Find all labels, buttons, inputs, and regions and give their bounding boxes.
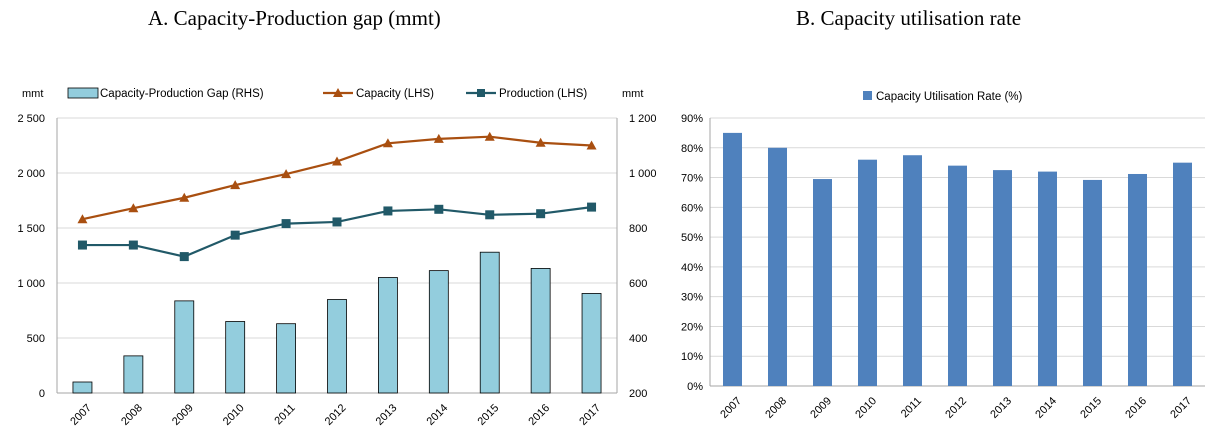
gap-bar bbox=[327, 299, 347, 394]
capacity-point bbox=[332, 156, 342, 166]
production-point bbox=[230, 230, 240, 240]
production-point bbox=[332, 217, 342, 227]
production-point bbox=[434, 204, 444, 214]
legend-label-gap: Capacity-Production Gap (RHS) bbox=[100, 88, 264, 100]
gap-bar bbox=[428, 270, 449, 394]
utilisation-bar bbox=[1083, 179, 1102, 386]
x-tick-label: 2015 bbox=[1078, 395, 1104, 421]
utilisation-bar bbox=[1038, 171, 1057, 386]
utilisation-bar bbox=[948, 165, 967, 386]
production-point bbox=[281, 219, 291, 229]
capacity-point bbox=[179, 192, 190, 202]
y-tick-label: 10% bbox=[681, 351, 703, 363]
y-right-tick-label: 200 bbox=[629, 388, 647, 400]
y-right-tick-label: 1 000 bbox=[629, 168, 657, 180]
panel-b-title: B. Capacity utilisation rate bbox=[796, 6, 1022, 30]
y-tick-label: 20% bbox=[681, 321, 703, 333]
utilisation-bar bbox=[723, 132, 742, 386]
capacity-point bbox=[281, 169, 292, 179]
x-tick-label: 2010 bbox=[853, 395, 879, 421]
y-left-tick-label: 500 bbox=[27, 333, 45, 345]
gap-bar bbox=[276, 323, 296, 394]
legend-swatch-gap bbox=[67, 87, 99, 99]
legend-marker-production bbox=[477, 89, 485, 97]
y-left-tick-label: 2 500 bbox=[17, 113, 45, 125]
y-left-tick-label: 0 bbox=[39, 388, 45, 400]
capacity-point bbox=[433, 133, 444, 143]
utilisation-bar bbox=[813, 179, 832, 386]
y-left-tick-label: 1 000 bbox=[17, 278, 45, 290]
x-tick-label: 2009 bbox=[808, 395, 834, 421]
gap-bar bbox=[225, 321, 246, 394]
gap-bar bbox=[530, 268, 551, 394]
y-right-tick-label: 600 bbox=[629, 278, 647, 290]
production-point bbox=[485, 210, 495, 220]
capacity-point bbox=[535, 137, 546, 147]
y-tick-label: 0% bbox=[687, 381, 703, 393]
legend-swatch-utilisation bbox=[863, 91, 872, 100]
y-tick-label: 90% bbox=[681, 113, 703, 125]
capacity-point bbox=[484, 131, 495, 141]
y-tick-label: 60% bbox=[681, 202, 703, 214]
y-left-axis-label: mmt bbox=[22, 88, 43, 100]
production-point bbox=[179, 252, 189, 262]
capacity-point bbox=[382, 138, 393, 148]
x-tick-label: 2014 bbox=[1033, 395, 1059, 421]
gap-bar bbox=[479, 251, 500, 394]
x-tick-label: 2011 bbox=[899, 395, 924, 420]
legend-label-production: Production (LHS) bbox=[499, 88, 587, 100]
gap-bar bbox=[581, 293, 602, 394]
legend-marker-capacity bbox=[333, 88, 343, 97]
x-tick-label: 2012 bbox=[943, 395, 969, 421]
y-right-tick-label: 1 200 bbox=[629, 113, 657, 125]
y-right-tick-label: 400 bbox=[629, 333, 647, 345]
gap-bar bbox=[378, 277, 398, 394]
x-tick-label: 2016 bbox=[1123, 395, 1149, 421]
legend-label-utilisation: Capacity Utilisation Rate (%) bbox=[876, 91, 1023, 103]
x-tick-label: 2017 bbox=[1168, 395, 1194, 421]
y-left-tick-label: 1 500 bbox=[17, 223, 45, 235]
gap-bar bbox=[72, 381, 93, 394]
y-tick-label: 40% bbox=[681, 262, 703, 274]
utilisation-bar bbox=[993, 170, 1012, 386]
x-tick-label: 2007 bbox=[718, 395, 744, 421]
production-point bbox=[77, 240, 87, 250]
production-point bbox=[383, 206, 393, 216]
capacity-point bbox=[128, 203, 139, 213]
y-tick-label: 50% bbox=[681, 232, 703, 244]
gap-bar bbox=[174, 300, 195, 394]
utilisation-bar bbox=[858, 159, 877, 386]
production-point bbox=[587, 202, 597, 212]
gap-bar bbox=[123, 355, 144, 394]
capacity-point bbox=[230, 180, 241, 190]
capacity-point bbox=[586, 140, 597, 150]
y-left-tick-label: 2 000 bbox=[17, 168, 45, 180]
y-tick-label: 30% bbox=[681, 292, 703, 304]
utilisation-bar bbox=[768, 147, 787, 386]
utilisation-bar bbox=[1173, 162, 1192, 386]
panel-a-title: A. Capacity-Production gap (mmt) bbox=[148, 6, 441, 30]
production-point bbox=[128, 240, 138, 250]
utilisation-bar bbox=[1128, 173, 1147, 386]
legend-label-capacity: Capacity (LHS) bbox=[356, 88, 434, 100]
x-tick-label: 2013 bbox=[988, 395, 1014, 421]
y-tick-label: 80% bbox=[681, 143, 703, 155]
x-tick-label: 2008 bbox=[763, 395, 789, 421]
y-right-axis-label: mmt bbox=[622, 88, 643, 100]
y-tick-label: 70% bbox=[681, 173, 703, 185]
y-right-tick-label: 800 bbox=[629, 223, 647, 235]
utilisation-bar bbox=[903, 155, 922, 386]
production-point bbox=[536, 209, 546, 219]
capacity-point bbox=[77, 214, 88, 224]
